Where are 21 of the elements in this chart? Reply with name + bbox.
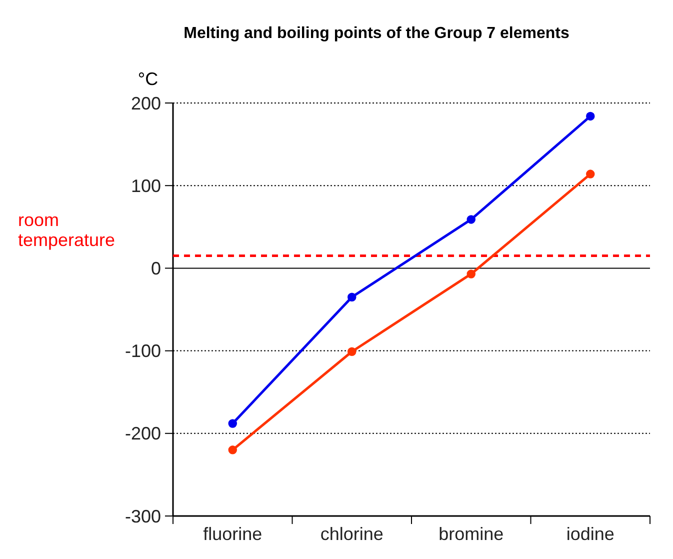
y-tick-label: 0 xyxy=(150,258,161,278)
y-tick-label: -100 xyxy=(124,341,161,362)
chart-title: Melting and boiling points of the Group 7 elements xyxy=(184,25,570,42)
point xyxy=(228,446,237,454)
point xyxy=(466,270,476,278)
point xyxy=(348,347,356,356)
ref-line-label: room temperature xyxy=(18,210,116,250)
x-tick-label: fluorine xyxy=(203,524,262,544)
point xyxy=(586,170,595,178)
y-axis-title: °C xyxy=(138,69,158,89)
point xyxy=(586,112,595,121)
x-tick-label: iodine xyxy=(566,524,614,544)
y-tick-label: 100 xyxy=(130,176,161,196)
point xyxy=(466,215,476,224)
point xyxy=(228,419,237,428)
y-tick-label: -300 xyxy=(124,506,161,526)
y-tick-label: 200 xyxy=(130,93,161,114)
x-tick-label: bromine xyxy=(438,524,504,544)
x-tick-label: chlorine xyxy=(320,524,384,544)
y-tick-label: -200 xyxy=(124,424,161,444)
point xyxy=(348,292,356,302)
